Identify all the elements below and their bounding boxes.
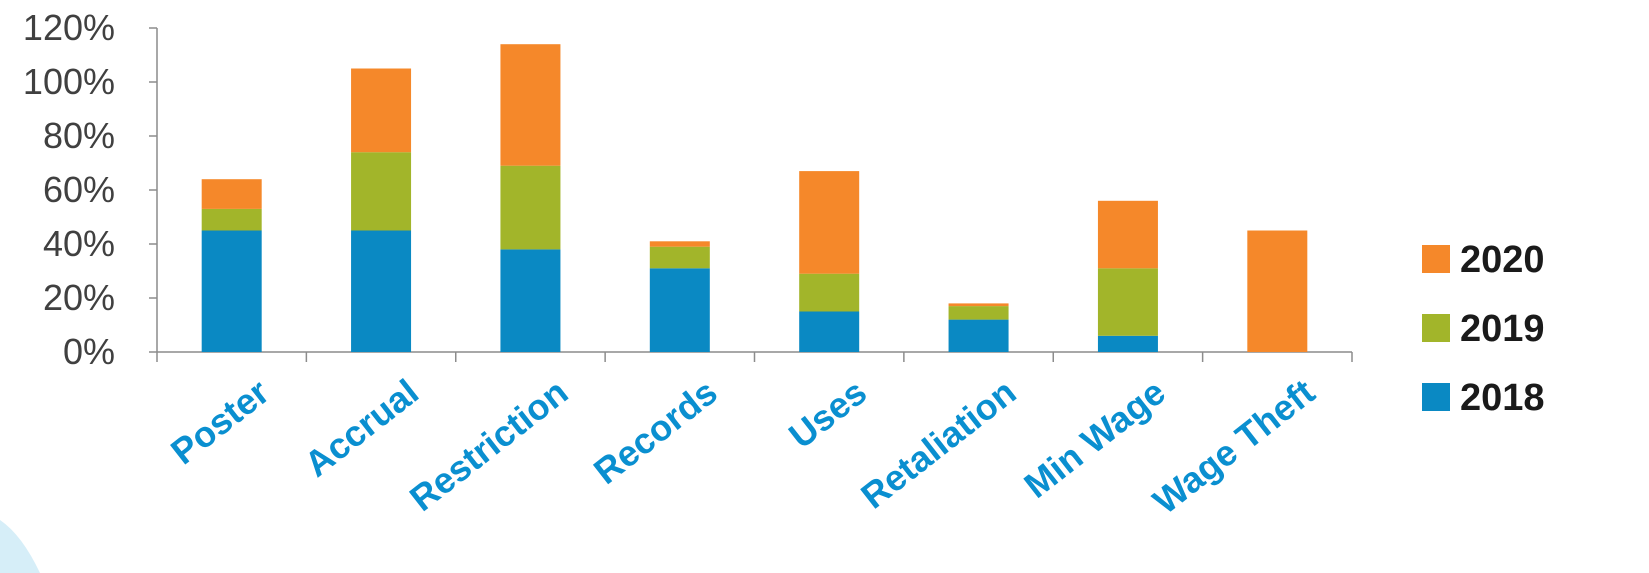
y-tick-label: 20% (43, 277, 115, 318)
bar-poster-2020 (201, 179, 262, 209)
y-tick-label: 40% (43, 223, 115, 264)
bar-retaliation-2020 (948, 303, 1009, 307)
bar-accrual-2018 (351, 230, 412, 352)
bar-records-2020 (649, 241, 710, 247)
bar-restriction-2019 (500, 165, 561, 250)
bar-poster-2019 (201, 208, 262, 231)
y-tick-label: 100% (23, 61, 115, 102)
y-axis: 0% 20% 40% 60% 80% 100% 120% (23, 7, 158, 372)
x-tick-label: Records (586, 371, 725, 492)
bar-retaliation-2018 (948, 319, 1009, 352)
bar-uses-2020 (799, 171, 860, 274)
bar-records-2018 (649, 268, 710, 352)
bar-poster-2018 (201, 230, 262, 352)
bar-accrual-2020 (351, 68, 412, 153)
y-tick-label: 60% (43, 169, 115, 210)
y-tick-label: 120% (23, 7, 115, 48)
legend-swatch-2018 (1422, 383, 1450, 411)
bar-uses-2019 (799, 273, 860, 312)
x-tick-label: Wage Theft (1145, 371, 1322, 522)
x-tick-label: Accrual (297, 371, 426, 485)
bar-wage-theft-2020 (1247, 230, 1308, 352)
bar-records-2019 (649, 246, 710, 269)
x-tick-label: Retaliation (853, 371, 1023, 517)
legend-label: 2018 (1460, 377, 1545, 419)
bar-min-wage-2018 (1097, 335, 1158, 352)
y-tick-label: 80% (43, 115, 115, 156)
legend: 2020 2019 2018 (1422, 239, 1545, 419)
x-tick-label: Uses (781, 371, 874, 456)
bar-restriction-2020 (500, 44, 561, 166)
background-decoration (0, 520, 40, 573)
bar-uses-2018 (799, 311, 860, 352)
bar-accrual-2019 (351, 152, 412, 231)
x-tick-label: Poster (163, 371, 277, 472)
bar-min-wage-2020 (1097, 200, 1158, 269)
bar-min-wage-2019 (1097, 268, 1158, 336)
x-tick-label: Restriction (402, 371, 575, 519)
legend-label: 2019 (1460, 308, 1545, 350)
legend-label: 2020 (1460, 239, 1545, 281)
legend-swatch-2020 (1422, 245, 1450, 273)
bars (201, 44, 1308, 352)
decorative-swoosh (0, 520, 40, 573)
bar-restriction-2018 (500, 249, 561, 352)
bar-retaliation-2019 (948, 306, 1009, 320)
y-tick-label: 0% (63, 331, 115, 372)
legend-swatch-2019 (1422, 314, 1450, 342)
